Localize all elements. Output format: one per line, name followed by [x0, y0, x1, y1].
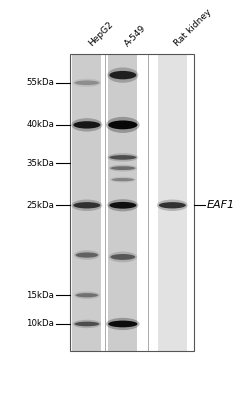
Bar [108, 54, 138, 351]
Ellipse shape [74, 292, 100, 299]
Ellipse shape [74, 80, 99, 85]
Ellipse shape [110, 177, 136, 182]
Ellipse shape [109, 202, 136, 209]
Ellipse shape [107, 153, 138, 162]
Ellipse shape [107, 199, 138, 212]
Ellipse shape [108, 320, 138, 327]
Ellipse shape [106, 117, 140, 133]
Ellipse shape [71, 200, 102, 211]
Ellipse shape [71, 118, 102, 132]
Ellipse shape [73, 121, 100, 128]
Ellipse shape [157, 200, 188, 211]
Bar [158, 54, 187, 351]
Text: 55kDa: 55kDa [26, 78, 54, 87]
Ellipse shape [109, 71, 136, 79]
Text: EAF1: EAF1 [207, 200, 235, 210]
Ellipse shape [73, 78, 101, 87]
Ellipse shape [159, 202, 186, 208]
Ellipse shape [73, 202, 100, 208]
Text: 10kDa: 10kDa [26, 320, 54, 328]
Ellipse shape [76, 252, 98, 258]
Ellipse shape [108, 120, 138, 129]
Ellipse shape [110, 254, 135, 260]
Ellipse shape [109, 252, 137, 262]
Text: A-549: A-549 [123, 23, 148, 48]
Ellipse shape [106, 318, 140, 330]
Ellipse shape [109, 165, 137, 172]
Ellipse shape [74, 322, 99, 326]
Text: Rat kidney: Rat kidney [172, 8, 213, 48]
Bar [72, 54, 102, 351]
Text: 35kDa: 35kDa [26, 159, 54, 168]
Text: HepG2: HepG2 [87, 20, 115, 48]
Ellipse shape [74, 250, 100, 260]
Bar [70, 54, 194, 351]
Ellipse shape [110, 166, 135, 170]
Ellipse shape [73, 320, 101, 328]
Text: 15kDa: 15kDa [26, 291, 54, 300]
Ellipse shape [109, 155, 136, 160]
Text: 25kDa: 25kDa [26, 201, 54, 210]
Ellipse shape [76, 293, 98, 297]
Text: 40kDa: 40kDa [26, 120, 54, 129]
Ellipse shape [107, 68, 138, 83]
Ellipse shape [112, 178, 134, 181]
